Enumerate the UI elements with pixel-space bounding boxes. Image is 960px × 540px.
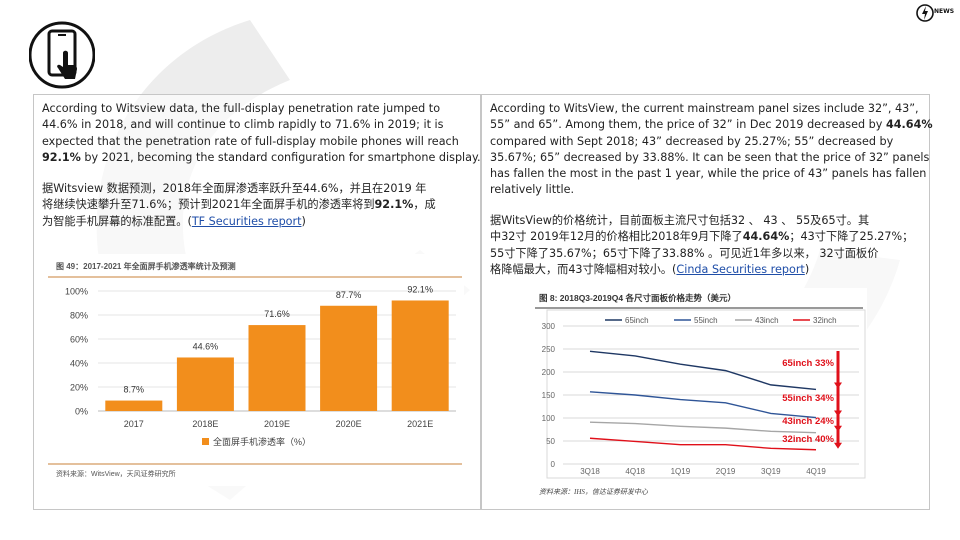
chart-source: 资料来源：WitsView，天风证券研究所: [56, 469, 176, 478]
legend-label: 43inch: [755, 316, 779, 325]
text-line: 35.67%; 65” decreased by 33.88%. It can …: [490, 150, 930, 164]
arrow-head-icon: [834, 382, 842, 389]
annotation-label: 32inch 40%: [782, 434, 834, 445]
highlight-value: 44.64%: [742, 230, 790, 244]
x-tick-label: 2Q19: [716, 467, 736, 476]
text-line: 55” and 65”. Among them, the price of 32…: [490, 117, 933, 133]
annotation-label: 43inch 24%: [782, 416, 834, 427]
chart-title: 图 49：2017-2021 年全面屏手机渗透率统计及预测: [56, 261, 236, 271]
text-line: 将继续快速攀升至71.6%；预计到2021年全面屏手机的渗透率将到92.1%，成: [42, 197, 436, 213]
text-line: 44.6% in 2018, and will continue to clim…: [42, 118, 444, 132]
lightning-logo-icon: [916, 4, 934, 22]
data-label: 87.7%: [336, 290, 362, 300]
y-tick-label: 40%: [70, 359, 88, 369]
text-segment: ，成: [413, 198, 436, 212]
text-line: 据WitsView的价格统计，目前面板主流尺寸包括32 、 43 、 55及65…: [490, 214, 870, 227]
text-segment: ；43寸下降了25.27%；: [789, 230, 914, 244]
text-segment: 格降幅最大，而43寸降幅相对较小。(: [490, 262, 677, 276]
legend-label: 32inch: [813, 316, 837, 325]
x-tick-label: 3Q18: [580, 467, 600, 476]
y-tick-label: 20%: [70, 383, 88, 393]
text-segment: 将继续快速攀升至71.6%；预计到2021年全面屏手机的渗透率将到: [42, 198, 375, 212]
highlight-value: 92.1%: [374, 198, 414, 212]
text-segment: 为智能手机屏幕的标准配置。(: [42, 214, 192, 228]
data-label: 71.6%: [264, 309, 290, 319]
text-line: relatively little.: [490, 183, 575, 197]
data-label: 8.7%: [124, 385, 145, 395]
data-label: 92.1%: [407, 284, 433, 294]
bar: [248, 325, 306, 411]
text-line: According to Witsview data, the full-dis…: [42, 102, 441, 115]
y-tick-label: 60%: [70, 335, 88, 345]
right-chinese-paragraph: 据WitsView的价格统计，目前面板主流尺寸包括32 、 43 、 55及65…: [490, 213, 913, 278]
text-line: compared with Sept 2018; 43” decreased b…: [490, 134, 894, 148]
x-tick-label: 2020E: [336, 419, 362, 429]
x-tick-label: 4Q18: [625, 467, 645, 476]
y-tick-label: 250: [542, 345, 556, 354]
text-line: 55寸下降了35.67%；65寸下降了33.88% 。可见近1年多以来， 32寸…: [490, 246, 879, 260]
legend-label: 全面屏手机渗透率（%）: [213, 436, 311, 447]
x-tick-label: 1Q19: [671, 467, 691, 476]
highlight-value: 92.1%: [42, 150, 81, 164]
y-tick-label: 0: [551, 460, 556, 469]
x-tick-label: 2018E: [192, 419, 218, 429]
bar: [391, 300, 449, 411]
chart-title: 图 8: 2018Q3-2019Q4 各尺寸面板价格走势（美元）: [539, 293, 736, 303]
arrow-head-icon: [834, 442, 842, 449]
text-segment: ): [301, 214, 306, 228]
x-tick-label: 2017: [124, 419, 144, 429]
text-segment: 55” and 65”. Among them, the price of 32…: [490, 118, 886, 132]
annotation-label: 65inch 33%: [782, 358, 834, 369]
bar: [176, 357, 234, 411]
x-tick-label: 2021E: [407, 419, 433, 429]
highlight-value: 44.64%: [885, 118, 933, 132]
y-tick-label: 200: [542, 368, 556, 377]
panel-price-line-chart: 图 8: 2018Q3-2019Q4 各尺寸面板价格走势（美元） 0 50 100 1…: [533, 288, 867, 500]
cinda-securities-link[interactable]: Cinda Securities report: [676, 262, 805, 276]
series-line: [589, 350, 817, 391]
data-label: 44.6%: [193, 341, 219, 351]
text-line: has fallen the most in the past 1 year, …: [490, 167, 927, 181]
legend-label: 55inch: [694, 316, 718, 325]
text-line: 据Witsview 数据预测，2018年全面屏渗透率跃升至44.6%，并且在20…: [42, 182, 427, 195]
text-segment: 中32寸 2019年12月的价格相比2018年9月下降了: [490, 230, 743, 244]
news-logo: NEWS: [916, 2, 956, 24]
y-tick-label: 80%: [70, 311, 88, 321]
legend-swatch: [202, 438, 209, 445]
x-tick-label: 3Q19: [761, 467, 781, 476]
penetration-bar-chart: 图 49：2017-2021 年全面屏手机渗透率统计及预测 0% 20% 40% 60…: [46, 254, 464, 486]
right-english-paragraph: According to WitsView, the current mains…: [490, 101, 933, 199]
y-tick-label: 0%: [75, 407, 88, 417]
text-segment: ): [804, 262, 810, 276]
tf-securities-link[interactable]: TF Securities report: [191, 214, 302, 228]
y-tick-label: 100%: [65, 287, 88, 297]
bar: [320, 305, 378, 411]
text-line: 92.1% by 2021, becoming the standard con…: [42, 150, 481, 166]
series-line: [589, 391, 817, 419]
x-tick-label: 2019E: [264, 419, 290, 429]
text-line: According to WitsView, the current mains…: [490, 102, 919, 115]
legend-label: 65inch: [625, 316, 649, 325]
text-segment: by 2021, becoming the standard configura…: [80, 150, 481, 164]
series-line: [589, 421, 817, 434]
text-line: 中32寸 2019年12月的价格相比2018年9月下降了44.64%；43寸下降…: [490, 229, 913, 245]
left-english-paragraph: According to Witsview data, the full-dis…: [42, 101, 481, 166]
news-logo-text: NEWS: [934, 8, 955, 15]
x-tick-label: 4Q19: [806, 467, 826, 476]
y-tick-label: 100: [542, 414, 556, 423]
chart-source: 资料来源：IHS，信达证券研发中心: [539, 488, 649, 496]
text-line: 为智能手机屏幕的标准配置。(TF Securities report): [42, 214, 436, 230]
text-line: expected that the penetration rate of fu…: [42, 134, 459, 148]
series-line: [589, 437, 817, 451]
annotation-label: 55inch 34%: [782, 393, 834, 404]
left-chinese-paragraph: 据Witsview 数据预测，2018年全面屏渗透率跃升至44.6%，并且在20…: [42, 181, 436, 230]
text-line: 格降幅最大，而43寸降幅相对较小。(Cinda Securities repor…: [490, 262, 913, 278]
y-tick-label: 50: [546, 437, 555, 446]
phone-tap-icon: [29, 21, 95, 89]
bar: [105, 400, 163, 411]
y-tick-label: 300: [542, 322, 556, 331]
y-tick-label: 150: [542, 391, 556, 400]
